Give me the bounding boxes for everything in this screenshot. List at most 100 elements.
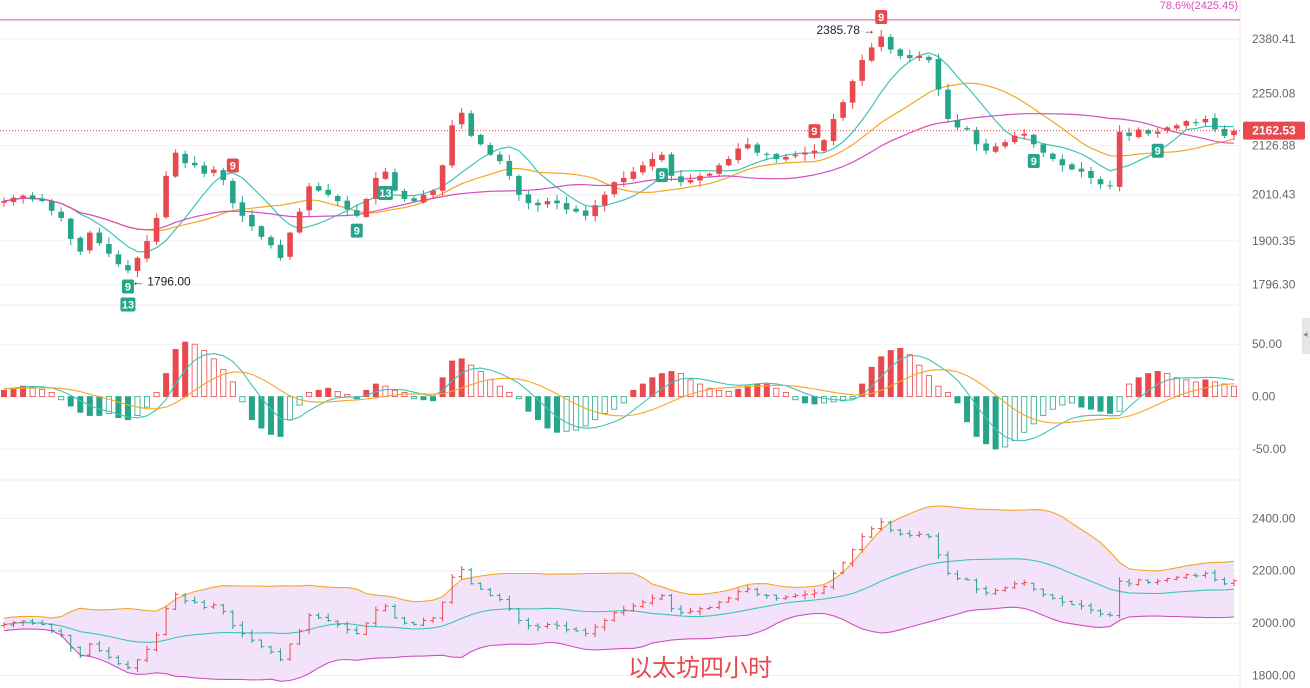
ohlc-bar <box>1030 582 1037 592</box>
candle-body <box>497 154 503 162</box>
ohlc-bar <box>20 620 27 627</box>
candle <box>611 181 618 198</box>
ohlc-bar <box>792 593 799 598</box>
macd-histogram-bar <box>48 392 55 398</box>
ohlc-bar <box>763 594 770 599</box>
macd-histogram-bar <box>239 396 246 403</box>
macd-histogram-bar <box>1116 396 1123 412</box>
candle-body <box>754 144 761 153</box>
ohlc-bar <box>630 603 637 612</box>
macd-histogram-bar <box>391 389 398 398</box>
candle-body <box>1212 118 1218 130</box>
td-badge-label: 9 <box>811 126 817 138</box>
candle <box>67 217 74 246</box>
candle-body <box>87 232 93 251</box>
candle <box>144 235 150 263</box>
candle-body <box>973 129 980 145</box>
ohlc-bar <box>801 590 808 600</box>
candle-body <box>296 211 303 233</box>
macd-histogram-bar <box>334 390 341 398</box>
1-tick-label: 0.00 <box>1252 390 1276 404</box>
ohlc-bar <box>163 605 170 636</box>
candle <box>1097 176 1104 189</box>
candle-body <box>1002 142 1008 147</box>
panel-collapse-handle[interactable]: ◂ <box>1302 318 1310 354</box>
ohlc-bar <box>782 595 789 600</box>
ohlc-bar <box>973 578 980 594</box>
td-badge-bg <box>120 297 136 312</box>
candle <box>39 193 45 203</box>
macd-histogram-bar <box>1126 383 1133 398</box>
2-tick-label: 1800.00 <box>1252 669 1296 683</box>
macd-histogram-bar <box>267 396 274 435</box>
candle <box>315 182 322 193</box>
ohlc-bar <box>868 526 875 539</box>
ohlc-bar <box>534 623 541 632</box>
candle <box>649 152 656 171</box>
macd-histogram-bar <box>639 383 646 398</box>
candle <box>1116 125 1123 192</box>
candle-body <box>964 128 970 130</box>
candle-body <box>210 169 217 173</box>
td-badge-bg <box>875 10 888 25</box>
candle <box>640 161 646 176</box>
candle <box>1050 152 1056 162</box>
td-sell-badge: 9 <box>226 158 239 173</box>
candle <box>1154 127 1161 138</box>
candle <box>1 197 7 207</box>
candle <box>744 138 751 150</box>
candle-body <box>1116 131 1123 187</box>
ohlc-bar <box>706 606 713 610</box>
macd-histogram-bar <box>229 381 236 398</box>
ohlc-bar <box>582 627 589 637</box>
td-badge-label: 9 <box>1031 156 1037 168</box>
macd-histogram-bar <box>582 396 589 427</box>
current-price-value: 2162.53 <box>1252 124 1296 138</box>
ohlc-bar <box>220 603 227 615</box>
candle-body <box>659 154 665 161</box>
td-badge-label: 9 <box>354 226 360 238</box>
1-tick-label: -50.00 <box>1252 442 1286 456</box>
macd-histogram-bar <box>315 389 322 398</box>
candle <box>1183 119 1190 129</box>
ohlc-bar <box>458 566 465 580</box>
candle-body <box>1145 129 1151 134</box>
macd-dea-line <box>3 369 1235 424</box>
macd-histogram-bar <box>592 396 599 421</box>
macd-histogram-bar <box>964 396 971 423</box>
ohlc-bar <box>677 605 684 616</box>
macd-histogram-bar <box>620 396 627 404</box>
macd-histogram-bar <box>172 349 179 398</box>
ohlc-bar <box>496 593 503 602</box>
ohlc-bar <box>306 613 313 634</box>
macd-histogram-bar <box>1107 396 1114 414</box>
candle-body <box>1097 179 1104 185</box>
candle-body <box>353 210 360 216</box>
ohlc-bar <box>182 592 189 604</box>
candle <box>1030 133 1037 148</box>
ohlc-bar <box>687 607 694 614</box>
candle-body <box>763 153 770 155</box>
candle <box>163 171 169 219</box>
ohlc-bar <box>39 620 46 626</box>
candle-body <box>106 244 112 254</box>
candle <box>830 113 837 146</box>
candle-body <box>134 257 141 271</box>
candle-body <box>563 203 570 210</box>
candle-body <box>897 49 904 56</box>
macd-histogram-bar <box>325 387 332 398</box>
macd-histogram-bar <box>601 396 608 414</box>
ohlc-bar <box>992 588 999 595</box>
ohlc-bar <box>372 606 379 627</box>
macd-histogram-bar <box>821 396 828 404</box>
macd-histogram-bar <box>306 392 313 398</box>
candle <box>945 83 951 123</box>
ohlc-bar <box>1002 586 1009 592</box>
ohlc-bar <box>296 628 303 645</box>
bollinger-band-fill <box>4 506 1234 682</box>
macd-histogram-bar <box>1087 396 1094 410</box>
candle-body <box>582 210 589 216</box>
candle-body <box>783 156 789 160</box>
candle <box>10 195 17 206</box>
